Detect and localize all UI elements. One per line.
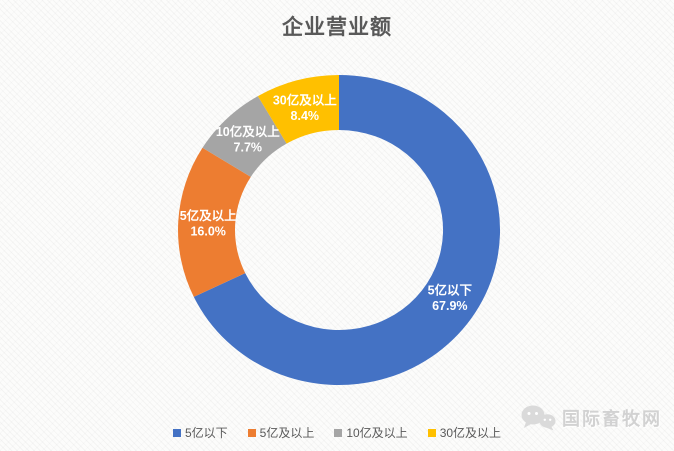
donut-slice-30亿及以上 xyxy=(257,75,339,144)
legend-item-5亿及以上: 5亿及以上 xyxy=(247,426,315,440)
legend-item-5亿以下: 5亿以下 xyxy=(172,426,228,440)
legend-label: 5亿以下 xyxy=(184,426,228,440)
donut-slice-10亿及以上 xyxy=(202,96,287,177)
legend-label: 5亿及以上 xyxy=(259,426,315,440)
legend-item-10亿及以上: 10亿及以上 xyxy=(334,426,408,440)
legend-label: 10亿及以上 xyxy=(346,426,408,440)
donut-slice-5亿以下 xyxy=(193,74,501,385)
chart-legend: 5亿以下 5亿及以上 10亿及以上 30亿及以上 xyxy=(0,426,674,440)
slice-label-10亿及以上: 10亿及以上 7.7% xyxy=(216,124,280,155)
wechat-icon xyxy=(520,404,556,432)
chart-title: 企业营业额 xyxy=(282,16,392,39)
slice-label-30亿及以上: 30亿及以上 8.4% xyxy=(273,92,337,123)
donut-slices xyxy=(178,74,501,385)
legend-label: 30亿及以上 xyxy=(439,426,502,440)
donut-slice-labels: 5亿以下 67.9% 5亿及以上 16.0% 10亿及以上 7.7%30亿及以上 8.4% xyxy=(180,92,473,313)
slice-label-5亿及以上: 5亿及以上 16.0% xyxy=(180,208,237,239)
legend-swatch xyxy=(427,429,436,437)
watermark-text: 国际畜牧网 xyxy=(562,409,662,429)
slice-label-5亿以下: 5亿以下 67.9% xyxy=(428,283,473,314)
legend-item-30亿及以上: 30亿及以上 xyxy=(427,426,502,440)
watermark: 国际畜牧网 xyxy=(520,404,662,432)
donut-slice-5亿及以上 xyxy=(178,147,251,297)
legend-swatch xyxy=(172,429,181,437)
legend-swatch xyxy=(334,429,343,437)
legend-swatch xyxy=(247,429,256,437)
